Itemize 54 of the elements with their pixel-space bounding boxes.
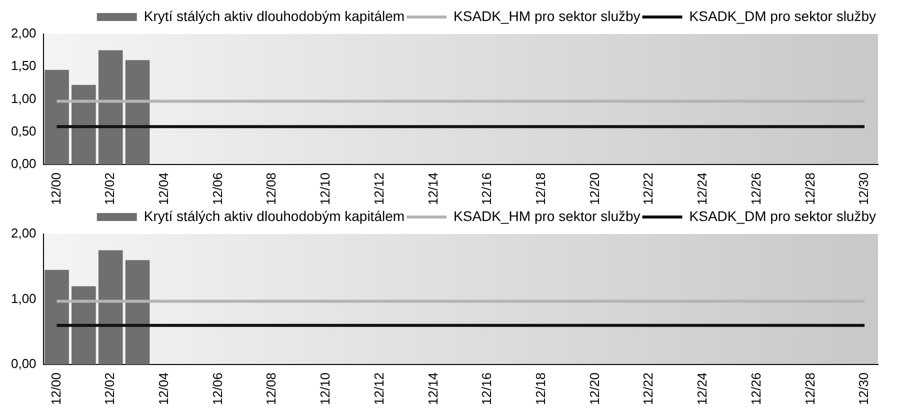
bar [72, 286, 96, 364]
x-tick-label: 12/24 [694, 372, 710, 406]
x-tick-label: 12/28 [802, 172, 818, 206]
x-tick-label: 12/18 [533, 372, 548, 406]
y-tick-label: 0,00 [10, 156, 36, 172]
x-tick-label: 12/14 [425, 172, 440, 206]
bar [98, 50, 123, 164]
legend-label: KSADK_HM pro sektor služby [454, 8, 640, 24]
x-tick-label: 12/10 [318, 372, 333, 406]
x-tick-label: 12/22 [640, 172, 656, 206]
x-tick-label: 12/30 [856, 372, 872, 406]
y-tick-label: 1,00 [10, 290, 36, 306]
x-tick-label: 12/26 [748, 372, 764, 406]
x-tick-label: 12/04 [156, 172, 172, 206]
x-tick-label: 12/24 [694, 172, 710, 206]
y-tick-label: 1,00 [10, 90, 36, 106]
x-tick-label: 12/10 [318, 172, 333, 206]
y-tick-label: 0,50 [10, 123, 36, 138]
y-tick-label: 2,00 [10, 226, 36, 241]
x-tick-label: 12/30 [856, 172, 872, 206]
x-tick-label: 12/14 [425, 372, 440, 406]
y-tick-label: 2,00 [10, 26, 36, 41]
x-tick-label: 12/16 [479, 172, 494, 206]
bar [44, 70, 69, 164]
x-tick-label: 12/08 [264, 172, 279, 206]
x-tick-label: 12/16 [479, 372, 494, 406]
x-tick-label: 12/18 [533, 172, 548, 206]
x-tick-label: 12/12 [371, 372, 386, 406]
legend-label: Krytí stálých aktiv dlouhodobým kapitálem [144, 8, 405, 24]
x-tick-label: 12/02 [102, 372, 118, 406]
bar [125, 60, 150, 164]
x-tick-label: 12/00 [48, 172, 64, 206]
legend-label: KSADK_HM pro sektor služby [454, 208, 640, 224]
x-tick-label: 12/20 [586, 372, 602, 406]
x-tick-label: 12/00 [48, 372, 64, 406]
x-tick-label: 12/22 [640, 372, 656, 406]
bar [125, 260, 150, 364]
x-tick-label: 12/06 [210, 172, 225, 206]
y-tick-label: 0,00 [10, 356, 36, 372]
x-tick-label: 12/28 [802, 372, 818, 406]
x-tick-label: 12/26 [748, 172, 764, 206]
x-tick-label: 12/20 [586, 172, 602, 206]
bar [72, 84, 96, 164]
legend-label: Krytí stálých aktiv dlouhodobým kapitálem [144, 208, 405, 224]
bar [98, 250, 123, 364]
y-tick-label: 1,50 [10, 58, 36, 74]
x-tick-label: 12/04 [156, 372, 172, 406]
legend-label: KSADK_DM pro sektor služby [689, 8, 876, 24]
x-tick-label: 12/06 [210, 372, 225, 406]
x-tick-label: 12/12 [371, 172, 386, 206]
bar [44, 270, 69, 364]
x-tick-label: 12/08 [264, 372, 279, 406]
x-tick-label: 12/02 [102, 172, 118, 206]
legend-label: KSADK_DM pro sektor služby [689, 208, 876, 224]
